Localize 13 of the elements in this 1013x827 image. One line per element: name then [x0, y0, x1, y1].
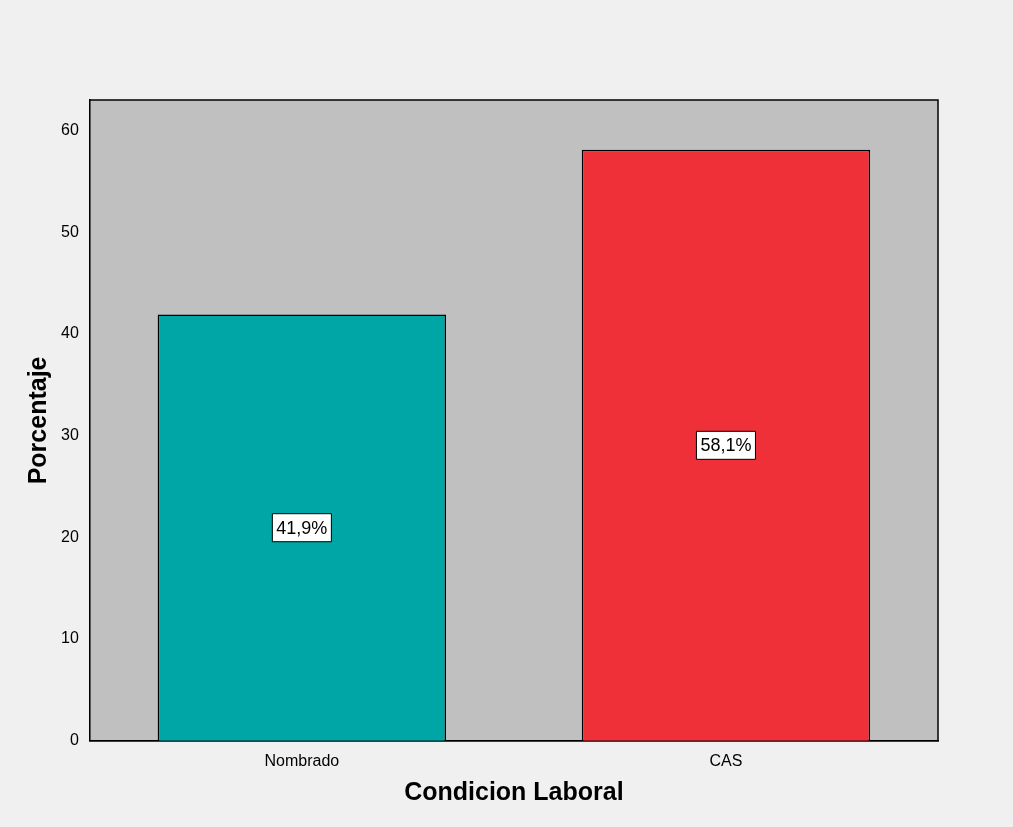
y-tick-label: 50 — [61, 222, 79, 240]
y-tick-label: 60 — [61, 120, 79, 138]
data-label: 58,1% — [700, 435, 752, 456]
data-label: 41,9% — [276, 517, 328, 538]
y-tick-label: 40 — [61, 324, 79, 342]
x-tick-label: Nombrado — [264, 751, 340, 769]
y-tick-label: 0 — [69, 731, 79, 749]
y-tick-label: 10 — [61, 629, 79, 647]
x-tick-label: CAS — [709, 751, 743, 769]
y-tick-label: 20 — [61, 527, 79, 545]
y-tick-label: 30 — [61, 426, 79, 444]
x-axis-title: Condicion Laboral — [404, 776, 624, 805]
y-axis-title: Porcentaje — [22, 356, 51, 485]
